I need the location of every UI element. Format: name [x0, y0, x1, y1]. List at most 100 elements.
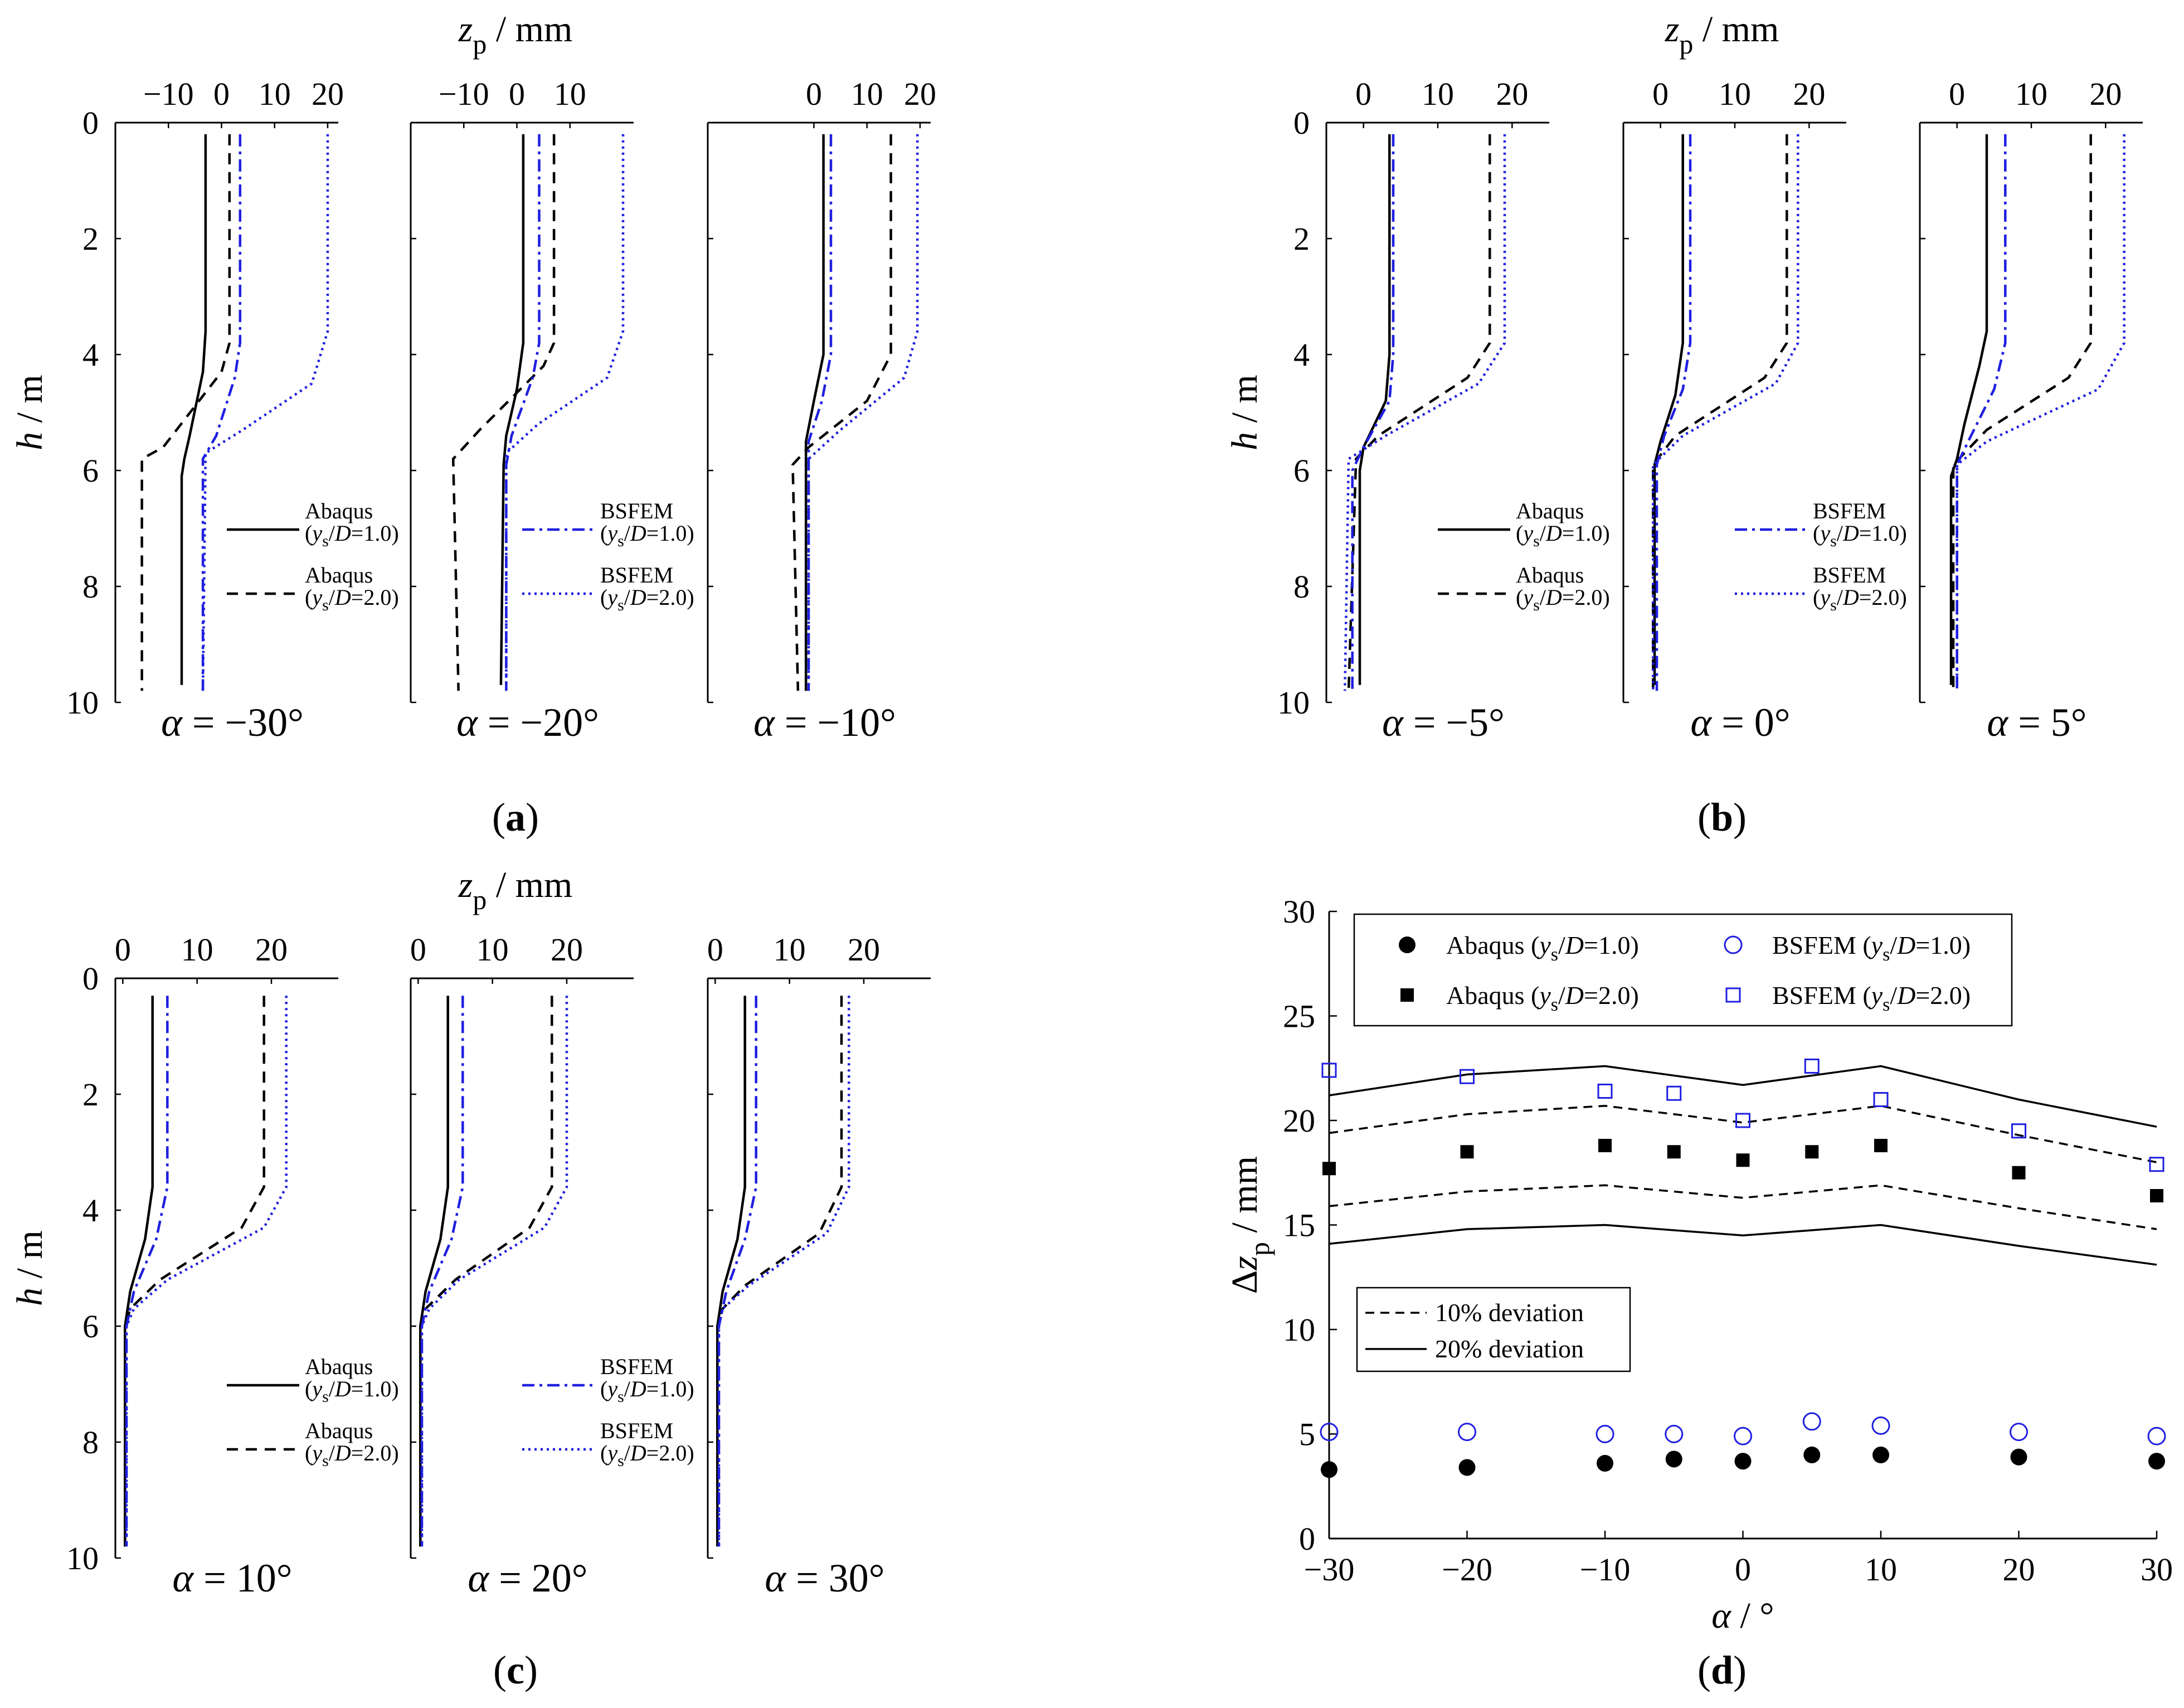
legend-label: BSFEM [600, 1418, 673, 1443]
y-tick-label: 2 [82, 221, 99, 257]
data-point [1734, 1426, 1752, 1445]
data-point [1458, 1459, 1476, 1476]
y-tick-label: 15 [1283, 1207, 1315, 1244]
alpha-label: α = 0° [1690, 700, 1790, 745]
legend-label: BSFEM [600, 562, 673, 588]
y-tick-label: 6 [82, 1308, 99, 1345]
legend-sublabel: (ys/D=2.0) [600, 585, 694, 614]
legend-label: Abaqus [305, 498, 373, 523]
y-tick-label: 8 [1293, 569, 1310, 605]
data-point [1320, 1423, 1339, 1442]
x-tick-label: 0 [509, 76, 525, 112]
y-tick-label: 0 [82, 960, 99, 997]
y-tick-label: 10 [1283, 1312, 1315, 1348]
x-axis-title: α / ° [1711, 1595, 1774, 1636]
series-line [1952, 134, 2092, 691]
series-line [1956, 134, 2125, 691]
legend-box [1356, 1287, 1631, 1372]
series-line [1652, 134, 1799, 691]
legend-label: BSFEM (ys/D=2.0) [1772, 981, 1971, 1015]
x-tick-label: −10 [439, 76, 489, 112]
data-point [1321, 1062, 1337, 1078]
x-tick-label: 0 [1355, 76, 1371, 112]
y-tick-label: 4 [82, 1192, 99, 1229]
series-line [717, 996, 850, 1547]
series-line [505, 134, 625, 691]
series-line [1344, 134, 1506, 691]
legend-sublabel: (ys/D=1.0) [1516, 521, 1610, 550]
y-axis-title: h / m [9, 375, 50, 450]
series-line [791, 134, 892, 691]
legend-sublabel: (ys/D=2.0) [305, 1440, 399, 1470]
series-line [1652, 134, 1788, 691]
profile-plot: 0 10 20α = −5°Abaqus(ys/D=1.0)Abaqus(ys/D=… [1325, 76, 1610, 745]
data-point [1460, 1145, 1474, 1159]
data-point [1736, 1153, 1750, 1167]
series-line [201, 134, 329, 691]
y-tick-label: 10 [66, 685, 99, 721]
y-tick-label: 2 [82, 1076, 99, 1113]
x-tick-label: 20 [1496, 76, 1528, 112]
series-line [717, 996, 757, 1547]
y-axis-title: h / m [1224, 375, 1265, 450]
x-tick-label: 10 [1422, 76, 1454, 112]
x-axis-title: zp / mm [458, 865, 573, 915]
x-tick-label: 0 [1652, 76, 1669, 112]
y-tick-label: 8 [82, 1424, 99, 1460]
legend-box [1353, 913, 2013, 1027]
profile-plot: −10 0 10 20α = −30°Abaqus(ys/D=1.0)Abaqus(y… [114, 76, 399, 745]
legend-sublabel: (ys/D=1.0) [1813, 521, 1907, 550]
data-point [2150, 1189, 2163, 1202]
legend-sublabel: (ys/D=1.0) [305, 1376, 399, 1406]
legend-sublabel: (ys/D=1.0) [600, 521, 694, 550]
x-tick-label: 0 [115, 931, 131, 968]
y-tick-label: 4 [1293, 337, 1310, 373]
series-line [180, 134, 207, 685]
data-point [2149, 1157, 2164, 1172]
x-tick-label: 10 [774, 931, 806, 968]
y-axis-title: Δzp / mm [1224, 1156, 1275, 1294]
legend-label: Abaqus [305, 1354, 373, 1379]
data-point [1400, 988, 1414, 1002]
x-tick-label: 0 [410, 931, 426, 968]
data-point [1665, 1425, 1684, 1443]
series-line [419, 996, 449, 1547]
data-point [1596, 1425, 1614, 1443]
data-point [1667, 1145, 1681, 1159]
legend-label: Abaqus [305, 1418, 373, 1443]
series-line [1358, 134, 1391, 685]
x-tick-label: 0 [213, 76, 230, 112]
y-tick-label: 5 [1299, 1416, 1315, 1453]
profile-plot: 0 10 20α = 0°BSFEM(ys/D=1.0)BSFEM(ys/D=2.0… [1622, 76, 1907, 745]
y-tick-label: 0 [82, 105, 99, 141]
x-tick-label: 20 [904, 76, 936, 112]
legend-label: Abaqus (ys/D=1.0) [1446, 931, 1639, 965]
series-line [125, 996, 169, 1547]
y-tick-label: 0 [1293, 105, 1310, 141]
data-point [1725, 987, 1741, 1003]
y-tick-label: 4 [82, 337, 99, 373]
legend-sublabel: (ys/D=1.0) [305, 521, 399, 550]
x-tick-label: 10 [259, 76, 291, 112]
data-point [1458, 1423, 1476, 1442]
series-line [1949, 134, 1988, 685]
x-tick-label: 10 [2015, 76, 2047, 112]
series-line [124, 996, 154, 1547]
data-point [1666, 1085, 1682, 1101]
series-line [451, 134, 556, 691]
alpha-label: α = −30° [161, 700, 304, 745]
x-tick-label: −10 [143, 76, 194, 112]
series-line [804, 134, 825, 691]
y-tick-label: 0 [1299, 1521, 1315, 1557]
data-point [1724, 935, 1743, 954]
legend-sublabel: (ys/D=2.0) [1516, 585, 1610, 614]
x-tick-label: 10 [181, 931, 213, 968]
y-tick-label: 6 [1293, 453, 1310, 489]
legend-label: BSFEM [600, 1354, 673, 1379]
data-point [1598, 1139, 1612, 1152]
x-tick-label: 20 [551, 931, 583, 968]
data-point [1322, 1162, 1336, 1176]
y-axis-title: h / m [9, 1230, 50, 1306]
